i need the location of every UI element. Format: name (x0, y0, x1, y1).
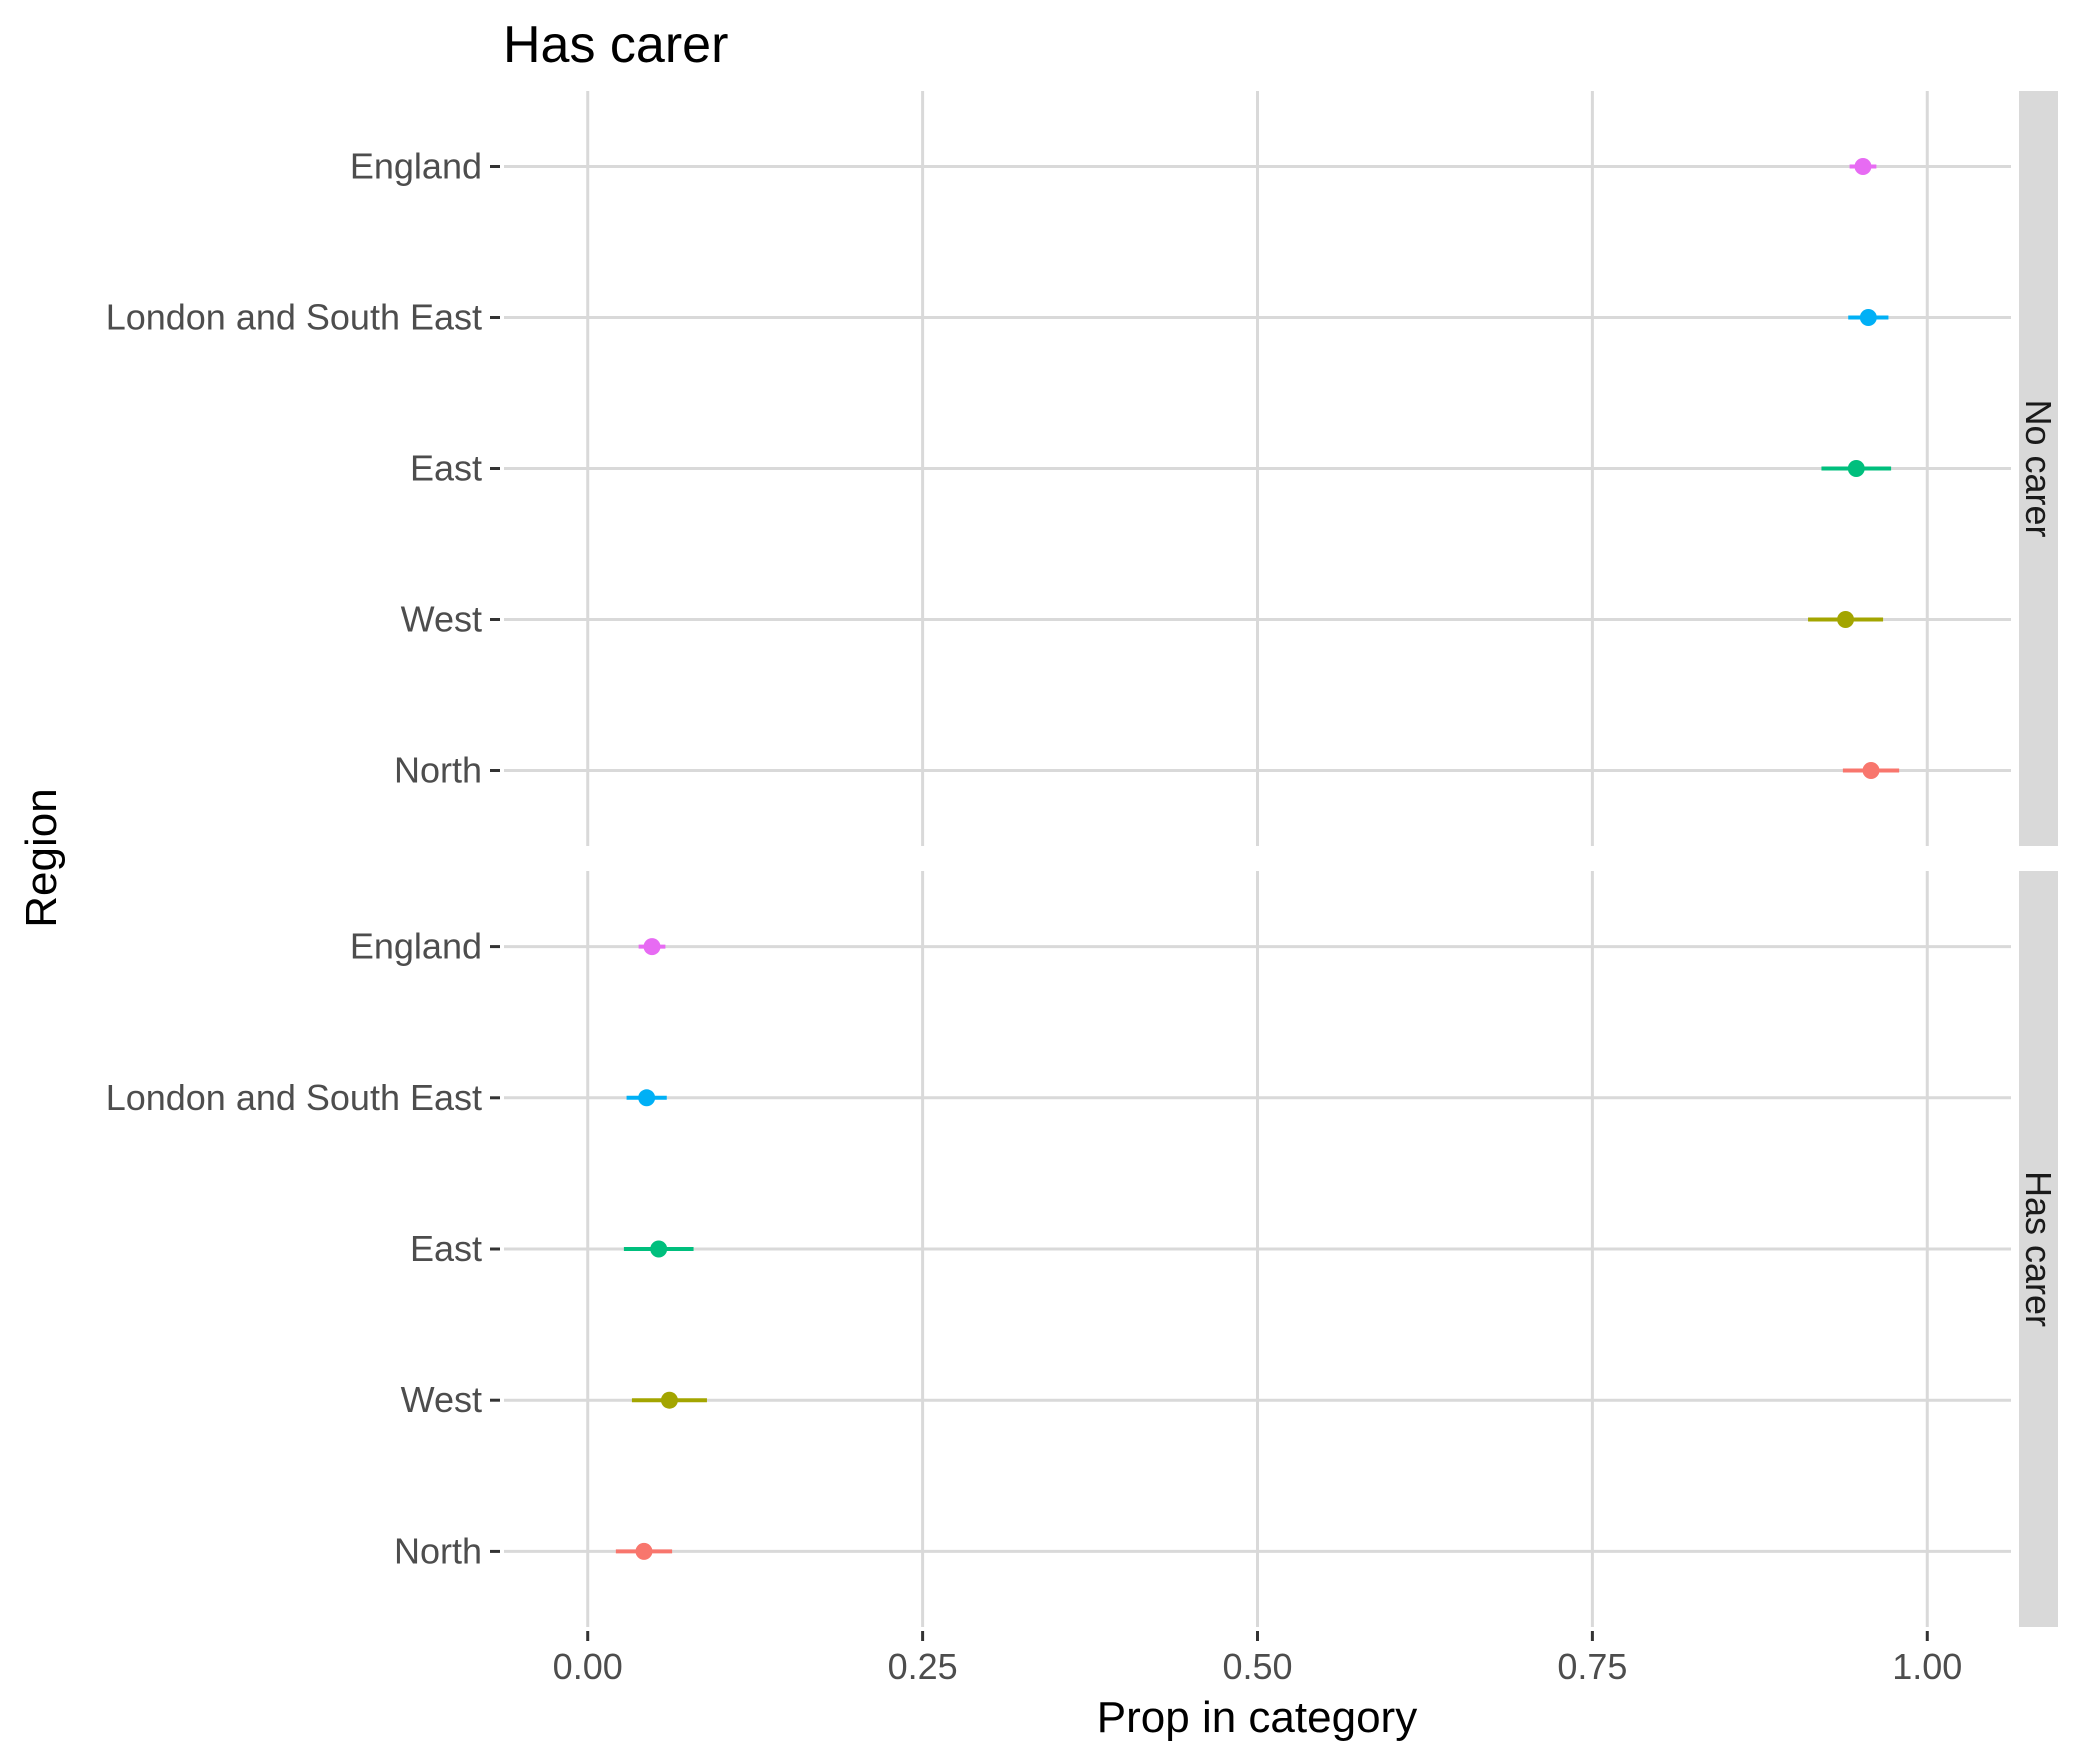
y-tick-label: West (401, 599, 482, 640)
data-point (660, 1391, 678, 1409)
y-tick-label: West (401, 1379, 482, 1420)
y-tick-label: London and South East (106, 1077, 482, 1118)
data-point (643, 938, 661, 956)
facet-strip (2019, 871, 2058, 1627)
facet-panels: England London and South East East West Nort… (106, 91, 2059, 1627)
data-point (1862, 762, 1880, 779)
y-tick-label: North (394, 1530, 482, 1571)
facet-strip (2019, 91, 2058, 846)
chart-title: Has carer (503, 16, 728, 74)
y-axis-title: Region (17, 788, 66, 927)
x-tick-label: 0.00 (553, 1646, 623, 1687)
data-point (635, 1542, 653, 1560)
data-point (638, 1089, 656, 1107)
x-axis-title: Prop in category (1097, 1693, 1417, 1742)
x-tick-label: 1.00 (1892, 1646, 1962, 1687)
x-tick-label: 0.25 (888, 1646, 958, 1687)
x-tick-label: 0.75 (1557, 1646, 1627, 1687)
y-tick-label: London and South East (106, 297, 482, 338)
y-tick-label: England (350, 146, 482, 187)
facet-strip-label: No carer (2018, 399, 2059, 537)
facet-panel: England London and South East East West Nort… (106, 871, 2059, 1627)
data-point (1859, 309, 1877, 326)
y-tick-label: East (410, 1228, 482, 1269)
facet-strip-label: Has carer (2018, 1171, 2059, 1327)
data-point (1837, 611, 1855, 628)
data-point (1847, 460, 1865, 477)
y-tick-label: North (394, 750, 482, 791)
x-tick-label: 0.50 (1222, 1646, 1292, 1687)
y-tick-label: East (410, 448, 482, 489)
y-tick-label: England (350, 926, 482, 967)
x-axis: 0.00 0.25 0.50 0.75 1.00 (553, 1631, 1962, 1687)
facet-panel: England London and South East East West Nort… (106, 91, 2059, 846)
data-point (650, 1240, 668, 1258)
data-point (1854, 158, 1872, 175)
